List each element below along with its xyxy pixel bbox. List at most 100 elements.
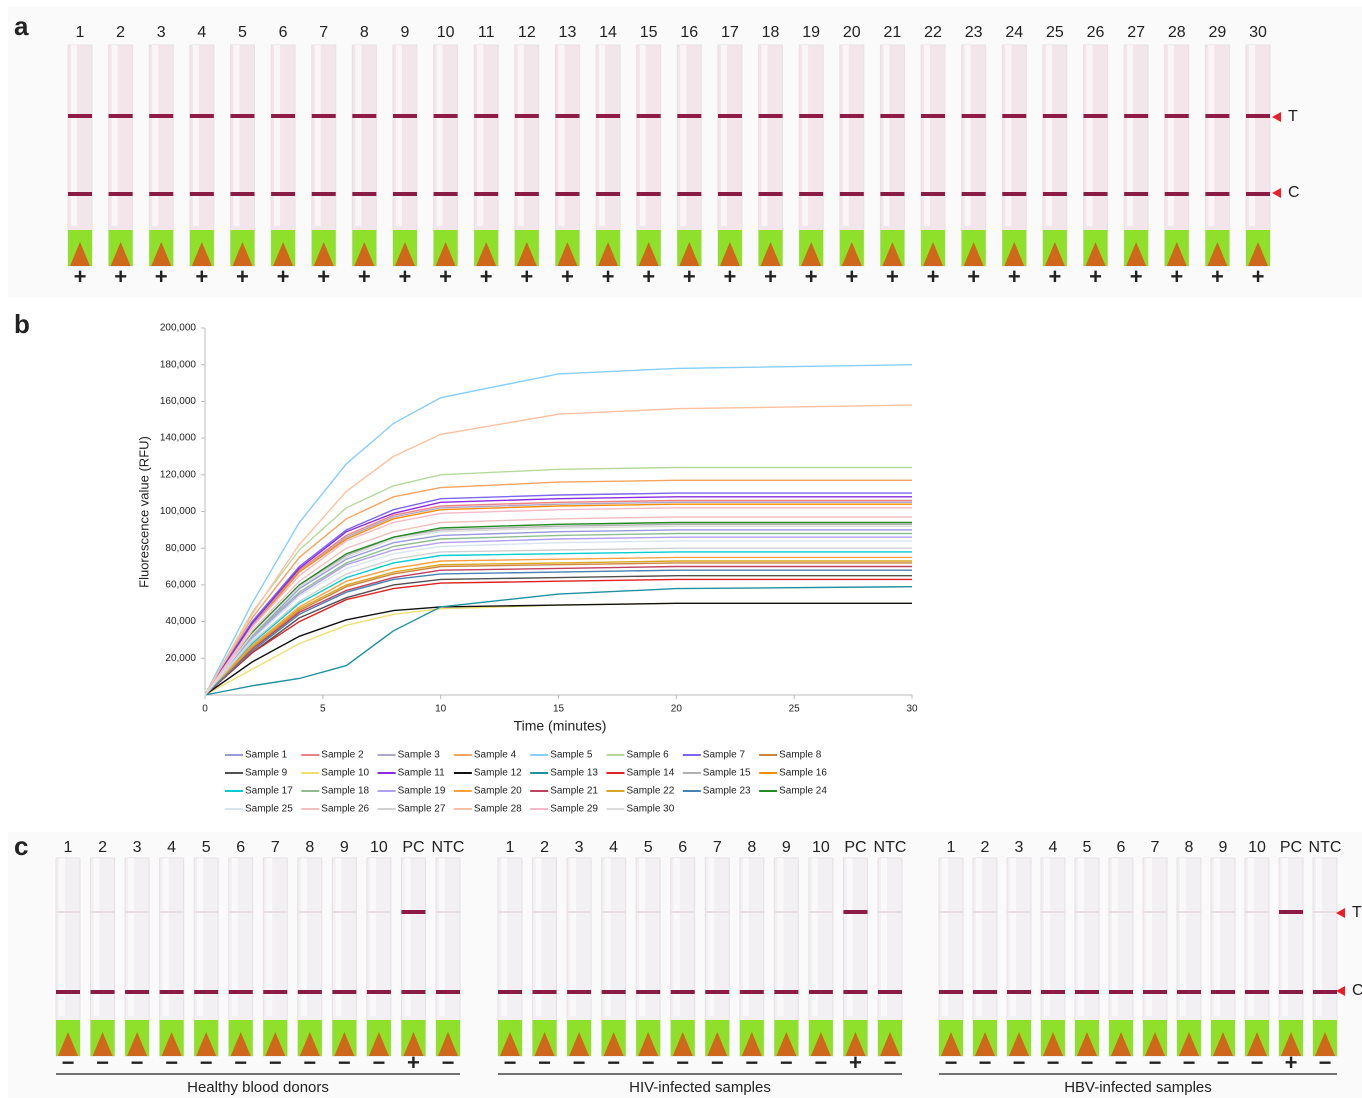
control-line [677, 192, 701, 196]
control-line [367, 990, 391, 994]
test-strip [56, 858, 80, 1056]
control-line [160, 990, 184, 994]
legend-label: Sample 4 [474, 750, 517, 761]
result-sign: − [165, 1050, 178, 1075]
lane-label: 19 [802, 24, 820, 41]
x-tick-label: 0 [202, 704, 208, 715]
test-line-faint [1041, 911, 1065, 913]
result-sign: − [884, 1050, 897, 1075]
control-line [533, 990, 557, 994]
test-line-faint [332, 911, 356, 913]
y-tick-label: 140,000 [160, 433, 197, 444]
control-line [1109, 990, 1133, 994]
x-tick-label: 10 [435, 704, 447, 715]
result-sign: + [74, 264, 87, 289]
lane-label: PC [402, 839, 424, 856]
test-line-faint [533, 911, 557, 913]
test-line-faint [939, 911, 963, 913]
test-strip [352, 45, 376, 266]
test-strip [436, 858, 460, 1056]
result-sign: − [1047, 1050, 1060, 1075]
control-line [190, 192, 214, 196]
result-sign: − [1251, 1050, 1264, 1075]
lane-label: 6 [279, 24, 288, 41]
test-strip [1007, 858, 1031, 1056]
test-line-faint [1177, 911, 1201, 913]
result-sign: + [1285, 1050, 1298, 1075]
test-strip [230, 45, 254, 266]
test-line [1084, 114, 1108, 118]
result-sign: − [504, 1050, 517, 1075]
test-strip [160, 858, 184, 1056]
control-line [596, 192, 620, 196]
control-line [515, 192, 539, 196]
y-tick-label: 60,000 [165, 580, 196, 591]
control-line [1205, 192, 1229, 196]
lane-label: 22 [924, 24, 942, 41]
lane-label: 11 [478, 24, 495, 41]
result-sign: + [277, 264, 290, 289]
lane-label: 24 [1005, 24, 1023, 41]
lane-label: 8 [360, 24, 369, 41]
control-line [434, 192, 458, 196]
legend-label: Sample 14 [627, 768, 675, 779]
strip-sheen [883, 45, 889, 226]
test-strip [1177, 858, 1201, 1056]
lane-label: 5 [202, 839, 211, 856]
x-tick-label: 5 [320, 704, 326, 715]
legend-label: Sample 24 [779, 786, 827, 797]
x-axis-title: Time (minutes) [514, 718, 607, 734]
legend-label: Sample 23 [703, 786, 751, 797]
test-strip [68, 45, 92, 266]
result-sign: + [155, 264, 168, 289]
result-sign: + [520, 264, 533, 289]
strip-sheen [762, 45, 768, 226]
legend-label: Sample 12 [474, 768, 522, 779]
result-sign: + [1211, 264, 1224, 289]
control-line [149, 192, 173, 196]
result-sign: + [764, 264, 777, 289]
lane-label: 7 [271, 839, 280, 856]
test-line [1279, 910, 1303, 914]
x-tick-label: 20 [671, 704, 683, 715]
lane-label: NTC [874, 839, 907, 856]
lane-label: 26 [1087, 24, 1105, 41]
test-line-faint [567, 911, 591, 913]
result-sign: − [676, 1050, 689, 1075]
legend-label: Sample 11 [398, 768, 446, 779]
result-sign: + [114, 264, 127, 289]
lane-label: 9 [782, 839, 791, 856]
result-sign: − [338, 1050, 351, 1075]
marker-label: T [1352, 904, 1362, 921]
lane-label: 3 [1015, 839, 1024, 856]
legend-label: Sample 22 [627, 786, 675, 797]
result-sign: − [234, 1050, 247, 1075]
test-strip [555, 45, 579, 266]
strip-sheen [355, 45, 361, 226]
test-line [677, 114, 701, 118]
control-line [671, 990, 695, 994]
lane-label: 28 [1168, 24, 1186, 41]
legend-label: Sample 15 [703, 768, 751, 779]
control-line [636, 990, 660, 994]
test-line [1246, 114, 1270, 118]
control-line [774, 990, 798, 994]
control-line [567, 990, 591, 994]
legend-label: Sample 7 [703, 750, 746, 761]
result-sign: − [1149, 1050, 1162, 1075]
result-sign: − [711, 1050, 724, 1075]
control-line [705, 990, 729, 994]
lane-label: 16 [680, 24, 698, 41]
test-line [230, 114, 254, 118]
test-line [759, 114, 783, 118]
result-sign: + [236, 264, 249, 289]
test-line [515, 114, 539, 118]
lane-label: 6 [1117, 839, 1126, 856]
lane-label: 10 [437, 24, 455, 41]
test-strip [1084, 45, 1108, 266]
lane-label: 7 [319, 24, 328, 41]
test-strip [1075, 858, 1099, 1056]
strip-sheen [112, 45, 118, 226]
result-sign: + [602, 264, 615, 289]
strip-sheen [599, 45, 605, 226]
